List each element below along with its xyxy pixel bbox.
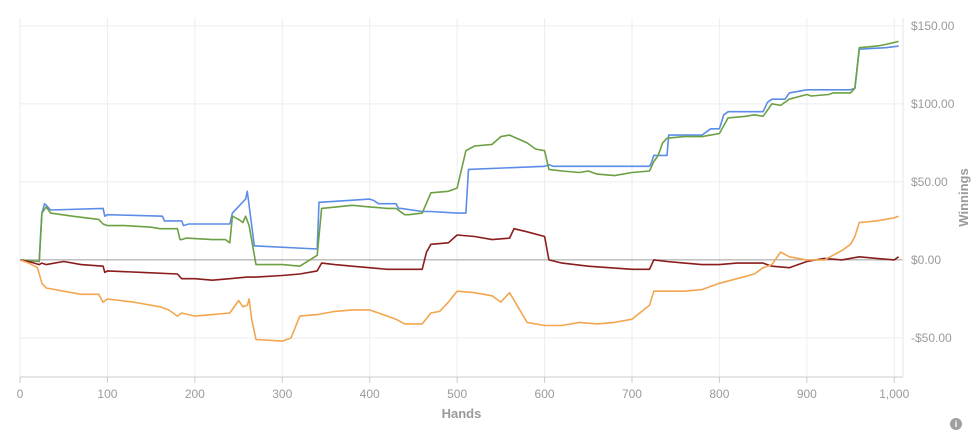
series-line-4 [19, 215, 899, 342]
series-line-3 [19, 227, 900, 281]
y-axis-title: Winnings [956, 168, 971, 226]
x-tick-label: 200 [185, 387, 205, 401]
y-tick-label: -$50.00 [911, 331, 952, 345]
y-tick-label: $0.00 [911, 253, 941, 267]
x-tick-label: 400 [360, 387, 380, 401]
x-tick-label: 100 [97, 387, 117, 401]
y-tick-label: $150.00 [911, 19, 955, 33]
x-axis-title: Hands [442, 406, 482, 421]
y-axis: -$50.00 $0.00 $50.00 $100.00 $150.00 [902, 18, 955, 377]
y-tick-label: $50.00 [911, 175, 948, 189]
x-tick-label: 600 [535, 387, 555, 401]
x-tick-label: 800 [709, 387, 729, 401]
series-layer [19, 40, 900, 342]
info-icon[interactable]: i [950, 418, 962, 430]
x-tick-label: 0 [17, 387, 24, 401]
series-line-2 [19, 40, 899, 267]
x-tick-label: 900 [797, 387, 817, 401]
x-tick-label: 500 [447, 387, 467, 401]
x-tick-label: 1,000 [879, 387, 909, 401]
grid-layer [19, 18, 903, 377]
series-line-1 [19, 45, 899, 263]
y-tick-label: $100.00 [911, 97, 955, 111]
x-tick-label: 700 [622, 387, 642, 401]
x-axis: 0 100 200 300 400 500 600 700 800 900 1,000 [17, 376, 910, 401]
x-tick-label: 300 [272, 387, 292, 401]
